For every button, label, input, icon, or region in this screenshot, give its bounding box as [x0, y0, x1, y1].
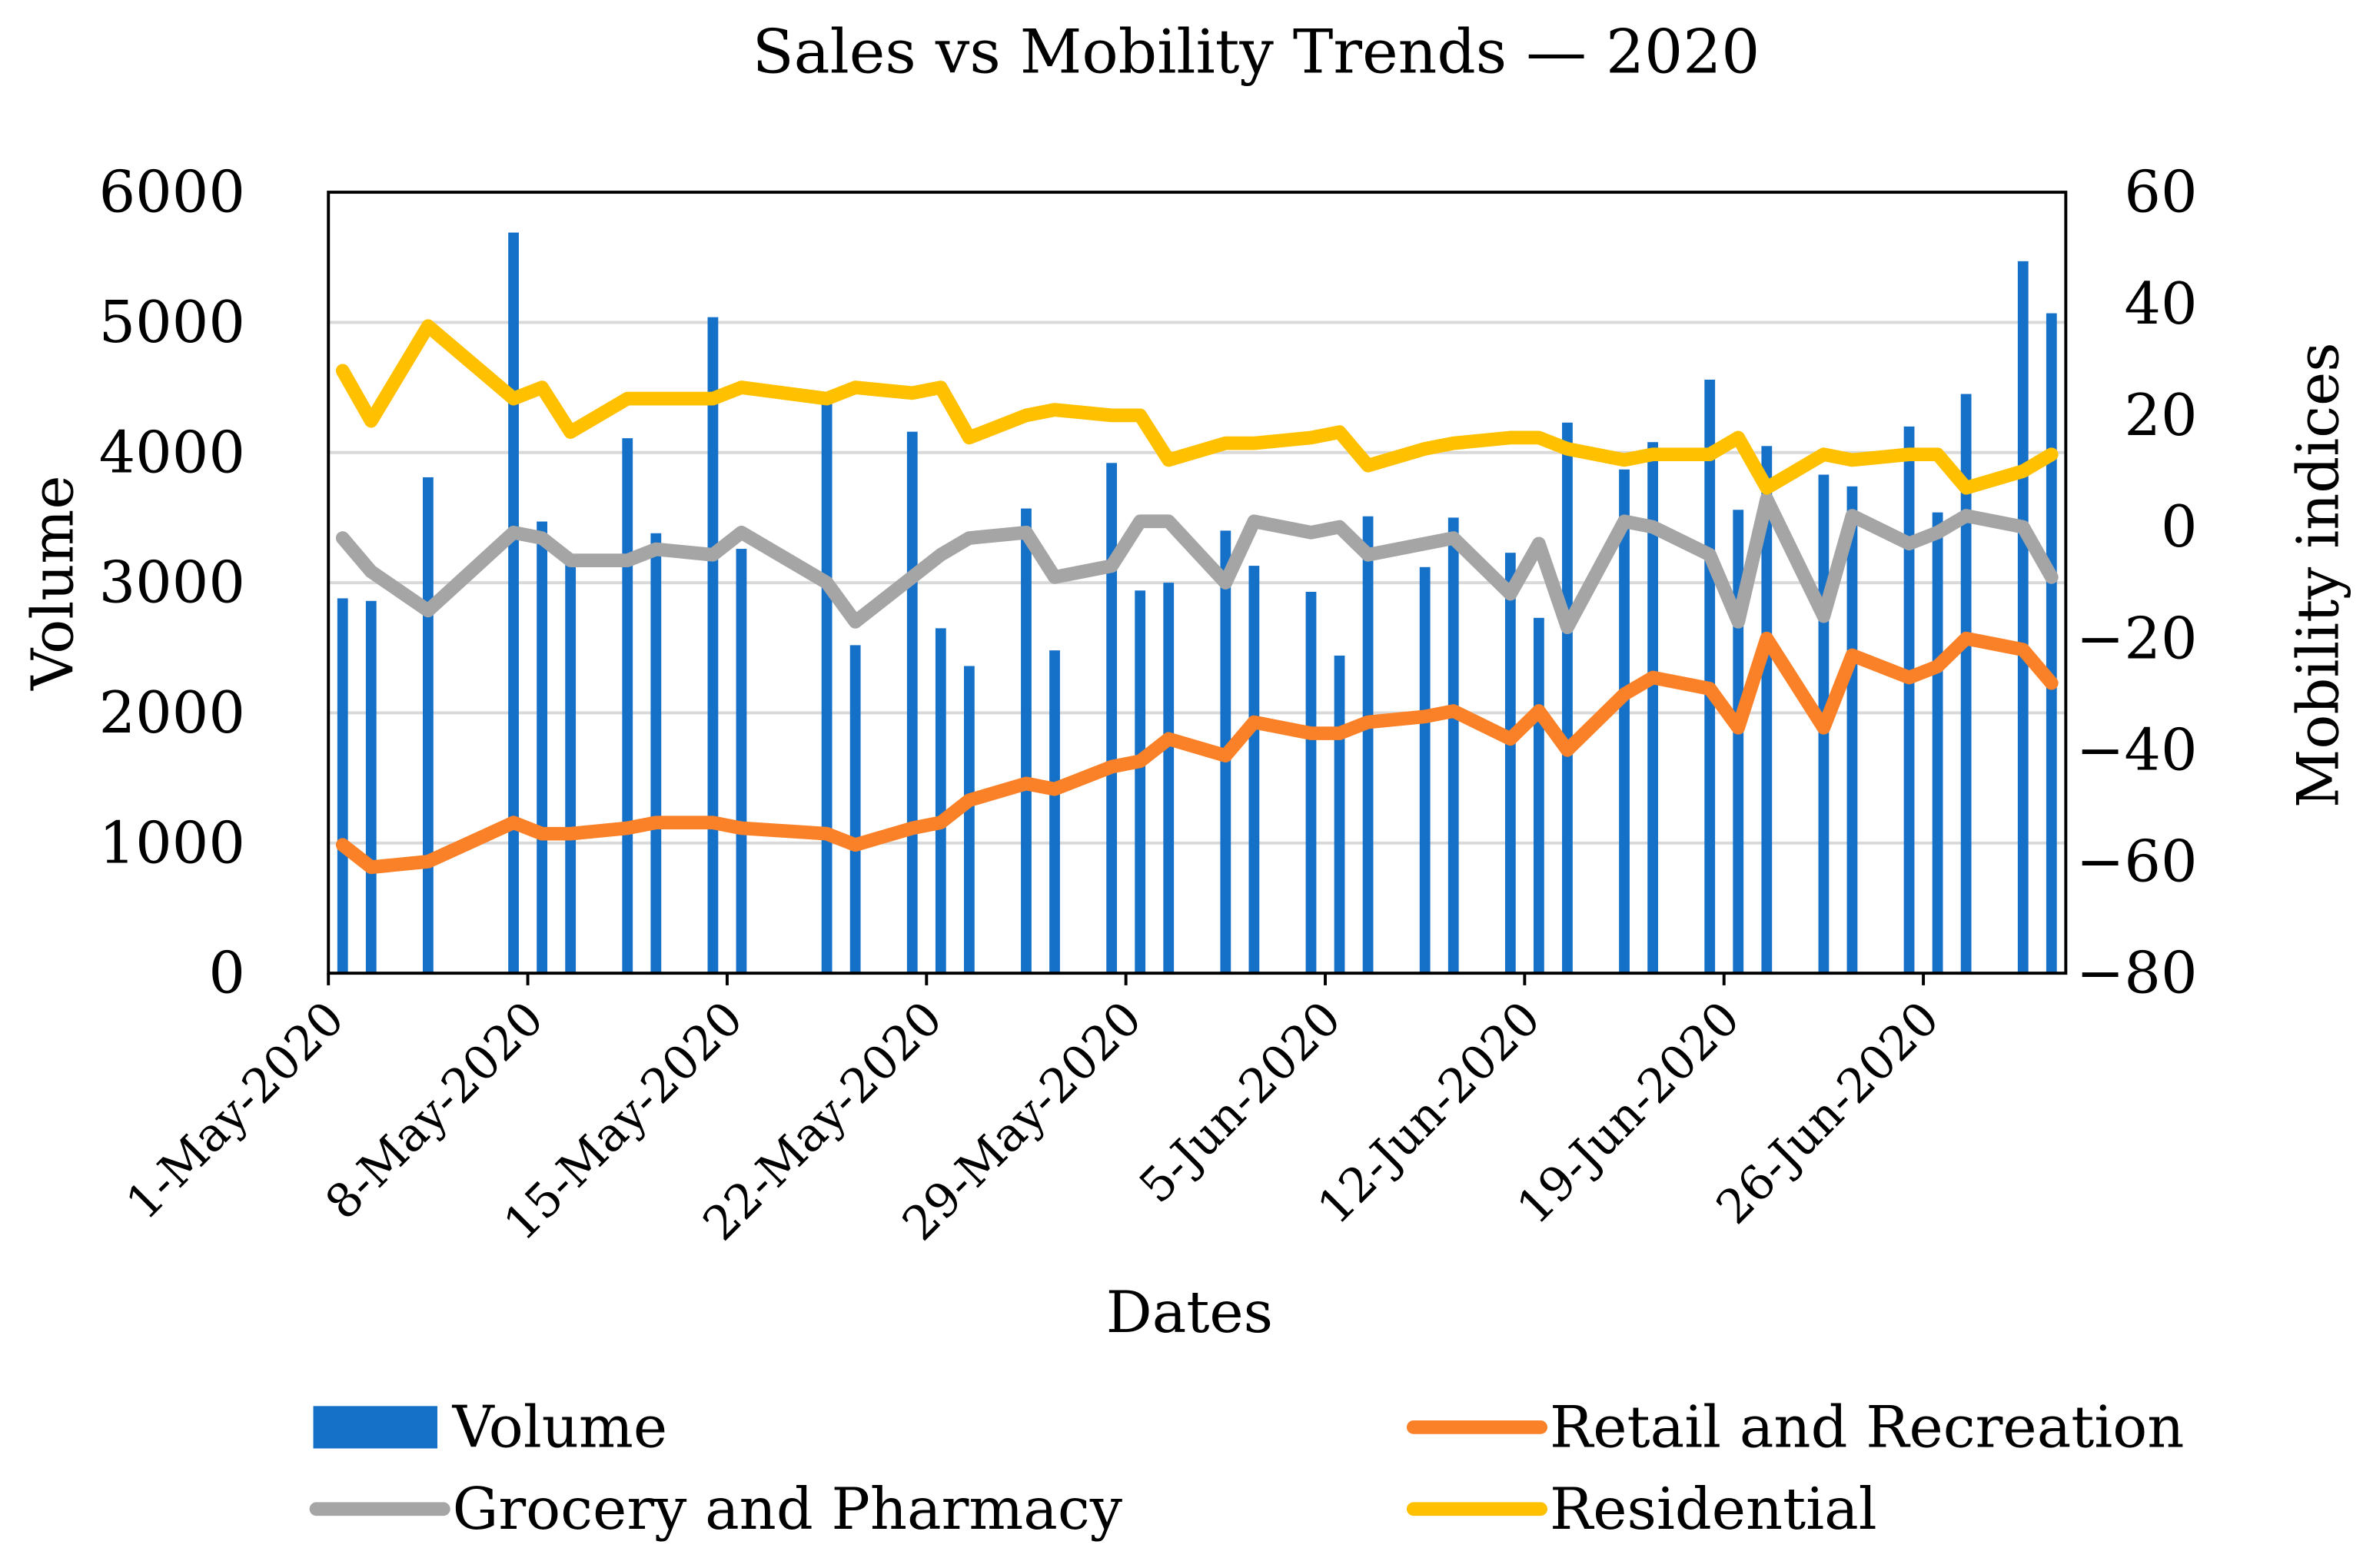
bar-volume [650, 533, 662, 974]
bar-volume [537, 521, 547, 974]
bar-volume [1021, 508, 1032, 974]
y-left-tick-label: 2000 [99, 679, 245, 746]
bar-volume [1960, 394, 1972, 974]
y-right-tick-label: −60 [2076, 829, 2198, 895]
bar-volume [1419, 566, 1431, 974]
bar-volume [423, 477, 434, 974]
bar-volume [2017, 261, 2029, 974]
bar-volume [1135, 590, 1146, 974]
legend: Volume Retail and Recreation Grocery and P… [309, 1394, 2184, 1543]
bar-volume [935, 628, 946, 974]
bar-volume [1704, 379, 1716, 974]
bar-volume [1761, 446, 1773, 974]
legend-item: Residential [1406, 1476, 1877, 1543]
bar-volume [1534, 617, 1544, 974]
y-right-tick-label: 20 [2124, 382, 2197, 449]
legend-item: Retail and Recreation [1406, 1394, 2184, 1460]
legend-item: Grocery and Pharmacy [309, 1476, 1123, 1543]
bar-volume [1562, 422, 1573, 974]
bar-volume [1305, 591, 1317, 974]
y-axis-left-label: Volume [20, 475, 87, 690]
plot-frame [327, 191, 2068, 975]
y-left-tick-label: 0 [208, 940, 245, 1007]
bar-volume [508, 232, 519, 974]
bar-volume [1447, 517, 1459, 974]
bar-volume [1106, 463, 1118, 974]
bar-volume [337, 598, 348, 974]
y-right-tick-label: 60 [2124, 159, 2197, 226]
bar-volume [849, 645, 861, 974]
legend-item: Volume [313, 1394, 667, 1460]
y-right-tick-label: 40 [2124, 271, 2197, 337]
y-right-tick-label: −80 [2076, 940, 2198, 1007]
line-residential [335, 319, 2059, 495]
y-right-tick-label: −40 [2076, 716, 2198, 783]
bar-volume [1334, 655, 1345, 974]
line-grocery-and-pharmacy [335, 492, 2059, 635]
bar-volume [2046, 313, 2057, 974]
legend-swatch-volume [313, 1406, 437, 1449]
bar-volume [1163, 583, 1175, 974]
y-left-tick-label: 3000 [99, 550, 245, 616]
bar-volume [1619, 469, 1630, 974]
bar-volume [1248, 566, 1260, 974]
bar-volume [1504, 553, 1516, 974]
bar-volume [821, 394, 833, 974]
bar-volume [1932, 512, 1943, 974]
legend-label: Grocery and Pharmacy [453, 1476, 1123, 1543]
bar-volume [1846, 486, 1858, 974]
y-axis-right-label: Mobility indices [2285, 342, 2352, 808]
bar-volume [1362, 516, 1374, 974]
y-left-tick-label: 1000 [99, 809, 245, 876]
legend-label: Residential [1550, 1476, 1877, 1543]
x-tick-label: 5-Jun-2020 [1129, 992, 1351, 1214]
bar-volume [963, 666, 975, 974]
bar-volume [365, 600, 377, 974]
bar-volume [622, 438, 633, 974]
bar-volume [906, 431, 918, 974]
bar-volume [736, 549, 747, 974]
chart-title: Sales vs Mobility Trends — 2020 [753, 17, 1760, 88]
legend-label: Retail and Recreation [1550, 1394, 2184, 1460]
y-left-tick-label: 4000 [99, 419, 245, 486]
bar-volume [1903, 426, 1915, 974]
y-left-tick-label: 5000 [99, 289, 245, 356]
bar-volume [707, 317, 719, 974]
y-right-tick-label: −20 [2076, 605, 2198, 672]
legend-label: Volume [452, 1394, 667, 1460]
bar-volume [1647, 442, 1658, 974]
line-retail-and-recreation [335, 631, 2059, 875]
bar-volume [565, 563, 577, 974]
bar-volume [1049, 650, 1060, 974]
y-right-tick-label: 0 [2161, 493, 2198, 560]
x-axis-label: Dates [1106, 1279, 1273, 1346]
y-left-tick-label: 6000 [99, 159, 245, 226]
